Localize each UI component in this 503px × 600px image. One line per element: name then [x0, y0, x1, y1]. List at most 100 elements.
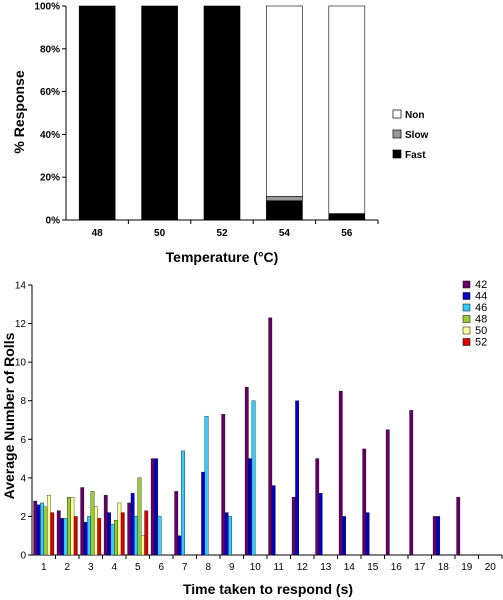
- bottom-x-tick-label: 3: [88, 562, 94, 573]
- stacked-response-chart: % Response Temperature (°C) NonSlowFast …: [11, 2, 429, 266]
- bottom-bar-46: [134, 516, 138, 556]
- bottom-bar-46: [110, 523, 115, 556]
- top-x-axis-label: Temperature (°C): [166, 249, 279, 265]
- bottom-bar-44: [83, 522, 88, 556]
- bottom-x-tick-label: 4: [111, 562, 117, 573]
- bottom-bar-44: [224, 512, 229, 556]
- bottom-bar-42: [315, 458, 320, 556]
- top-x-tick-label: 48: [92, 228, 104, 239]
- bottom-bar-46: [63, 518, 68, 556]
- bottom-bar-44: [271, 485, 276, 556]
- bottom-bar-44: [365, 512, 370, 556]
- bottom-y-tick-label: 2: [20, 512, 26, 523]
- bottom-x-axis-label: Time taken to respond (s): [183, 581, 353, 597]
- bottom-bar-50: [70, 496, 75, 556]
- bottom-y-tick-label: 10: [15, 358, 27, 369]
- bottom-bar-50: [117, 502, 122, 556]
- bottom-x-tick-label: 11: [274, 562, 285, 573]
- bottom-bar-42: [127, 502, 132, 556]
- bottom-y-axis-label: Average Number of Rolls: [1, 332, 17, 499]
- bottom-bar-44: [177, 535, 182, 556]
- bottom-bar-50: [93, 506, 98, 556]
- bottom-x-tick-label: 16: [391, 562, 403, 573]
- bottom-x-tick-label: 14: [344, 562, 356, 573]
- bottom-bar-48: [43, 506, 48, 556]
- top-y-tick-label: 80%: [40, 44, 60, 55]
- bottom-x-tick-label: 7: [182, 562, 188, 573]
- bottom-x-tick-label: 12: [297, 562, 309, 573]
- top-x-tick-label: 54: [279, 228, 291, 239]
- bottom-legend-label-52: 52: [475, 337, 487, 349]
- rolls-bar-chart: Average Number of Rolls Time taken to re…: [1, 279, 503, 597]
- bottom-x-tick-label: 9: [229, 562, 235, 573]
- bottom-bar-42: [268, 317, 273, 556]
- bottom-x-tick-label: 17: [414, 562, 426, 573]
- bottom-bar-44: [154, 458, 159, 556]
- top-x-tick-label: 56: [341, 228, 353, 239]
- bottom-bar-42: [33, 500, 38, 556]
- bottom-bar-46: [204, 415, 209, 556]
- bottom-legend-swatch-42: [462, 280, 471, 289]
- top-legend-swatch-slow: [392, 129, 402, 139]
- bottom-bar-52: [120, 512, 125, 556]
- bottom-bar-42: [432, 516, 437, 556]
- bottom-x-tick-label: 2: [64, 562, 70, 573]
- bottom-bar-42: [409, 410, 414, 556]
- bottom-legend-swatch-46: [462, 303, 471, 312]
- bottom-bar-46: [228, 516, 232, 556]
- bottom-bar-42: [385, 429, 390, 556]
- bottom-bar-44: [107, 512, 112, 556]
- bottom-bar-42: [456, 496, 461, 556]
- bottom-x-tick-label: 5: [135, 562, 141, 573]
- bottom-x-tick-label: 6: [158, 562, 164, 573]
- top-legend-swatch-fast: [392, 149, 402, 159]
- top-y-tick-label: 40%: [40, 130, 60, 141]
- bottom-bar-52: [144, 510, 149, 556]
- bottom-bar-42: [56, 510, 61, 556]
- bottom-legend-label-48: 48: [475, 314, 487, 326]
- bottom-bar-44: [36, 504, 41, 556]
- bottom-bar-44: [342, 516, 347, 556]
- bottom-bar-46: [40, 502, 44, 556]
- bottom-bar-44: [436, 516, 441, 556]
- top-y-tick-label: 20%: [40, 173, 60, 184]
- bottom-x-tick-label: 8: [205, 562, 211, 573]
- top-y-axis-label: % Response: [11, 70, 27, 153]
- bottom-legend-swatch-50: [462, 326, 471, 335]
- top-bar-segment-fast: [328, 213, 366, 221]
- bottom-bar-44: [130, 493, 135, 556]
- bottom-bar-48: [90, 491, 95, 556]
- bottom-bar-44: [295, 400, 300, 556]
- top-bar-segment-non: [328, 5, 366, 214]
- bottom-bar-48: [67, 496, 71, 556]
- bottom-bar-42: [291, 496, 296, 556]
- top-y-tick-label: 100%: [34, 2, 60, 13]
- bottom-bar-50: [46, 495, 51, 556]
- top-bar-segment-slow: [266, 196, 303, 202]
- bottom-bar-50: [140, 535, 145, 556]
- top-bar-segment-fast: [203, 5, 241, 221]
- bottom-bar-46: [181, 450, 185, 556]
- top-x-tick-label: 52: [216, 228, 228, 239]
- bottom-x-tick-label: 20: [485, 562, 497, 573]
- top-bar-segment-non: [266, 5, 303, 197]
- top-x-tick-label: 50: [154, 228, 166, 239]
- bottom-legend-swatch-52: [462, 338, 471, 346]
- bottom-legend-label-44: 44: [475, 291, 487, 303]
- bottom-bar-46: [157, 516, 162, 556]
- bottom-x-tick-label: 10: [250, 562, 262, 573]
- bottom-legend-label-46: 46: [475, 302, 487, 314]
- top-bar-segment-fast: [141, 5, 178, 221]
- bottom-bar-44: [201, 471, 206, 556]
- bottom-bar-42: [103, 495, 108, 556]
- top-y-tick-label: 0%: [46, 216, 61, 227]
- bottom-x-tick-label: 19: [461, 562, 473, 573]
- bottom-y-tick-label: 14: [15, 281, 27, 292]
- bottom-y-tick-label: 12: [15, 319, 27, 330]
- bottom-y-tick-label: 6: [20, 435, 26, 446]
- top-bar-segment-fast: [78, 5, 116, 221]
- bottom-bar-46: [87, 516, 91, 556]
- bottom-bar-42: [338, 390, 343, 556]
- bottom-legend-label-50: 50: [475, 325, 487, 337]
